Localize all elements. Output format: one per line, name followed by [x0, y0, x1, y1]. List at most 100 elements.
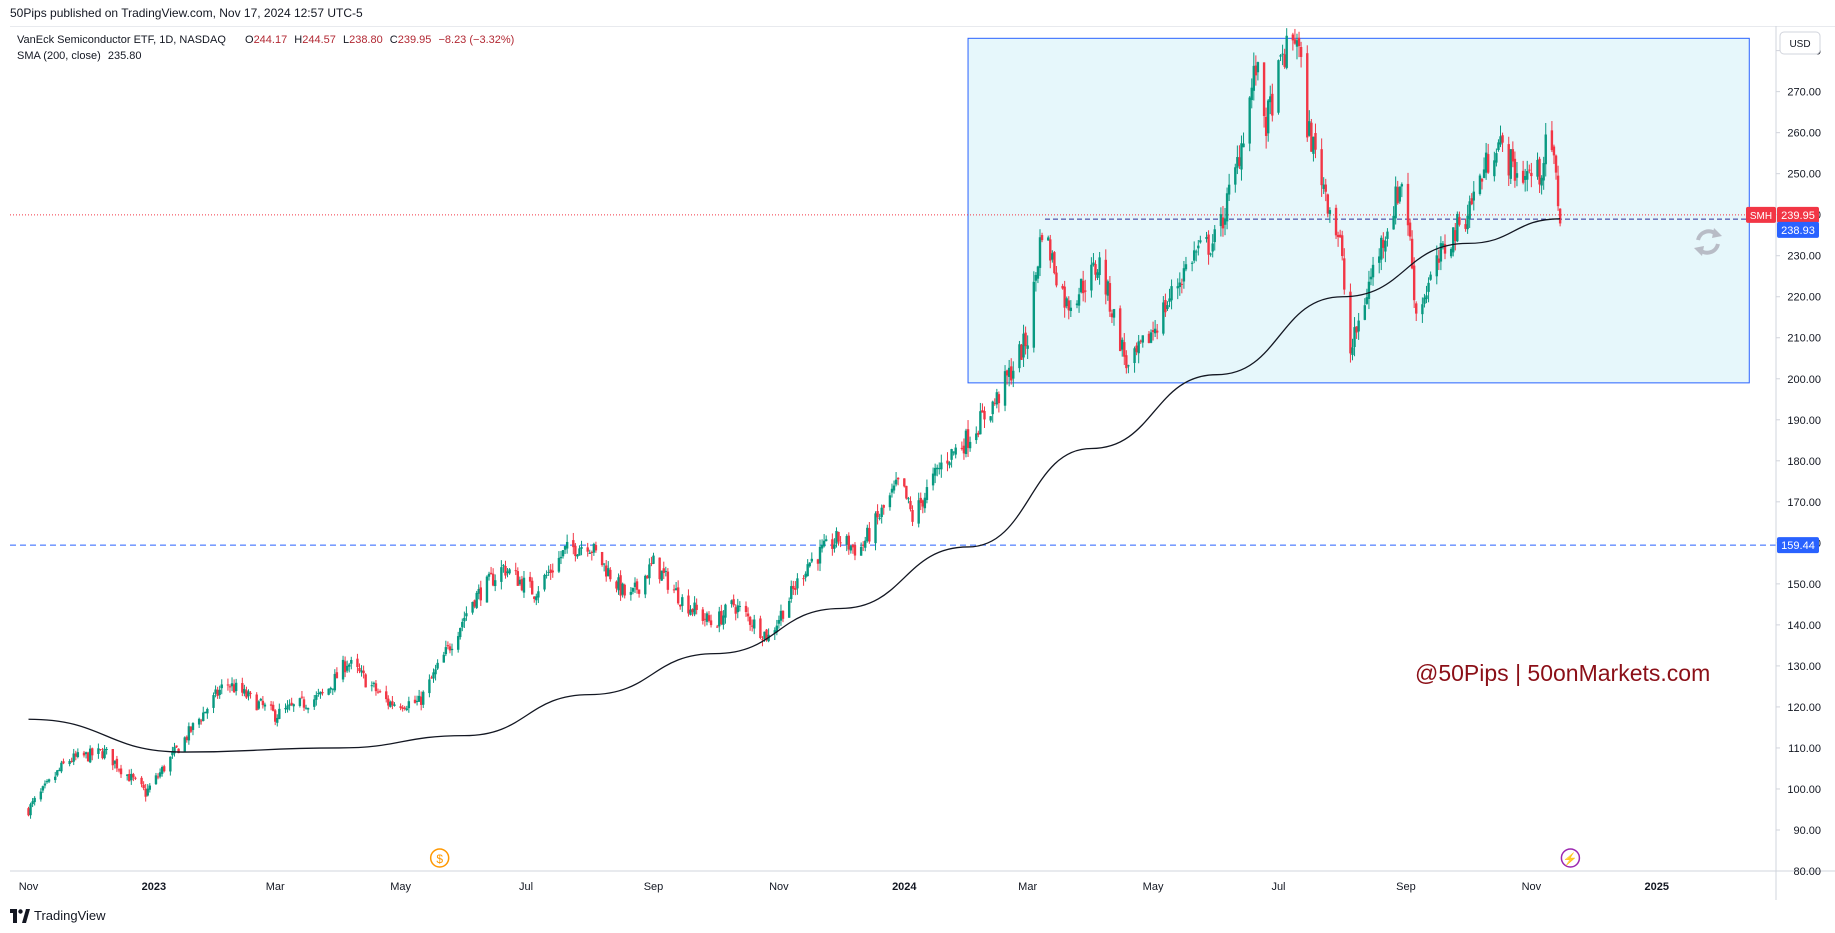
candle-body — [459, 628, 462, 638]
candle-body — [1558, 208, 1562, 224]
candle-body — [72, 753, 75, 762]
candle-body — [948, 462, 951, 466]
candle-body — [1221, 217, 1225, 229]
candles-layer — [27, 28, 1562, 819]
candle-body — [866, 527, 869, 541]
candle-body — [300, 696, 304, 698]
candle-body — [1121, 339, 1124, 350]
candle-body — [701, 609, 705, 621]
candle-body — [493, 580, 497, 587]
candle-body — [276, 717, 279, 723]
candle-body — [117, 769, 121, 771]
candle-body — [84, 752, 88, 755]
candle-body — [1262, 62, 1266, 117]
candle-body — [888, 495, 892, 508]
candle-body — [500, 567, 503, 582]
candle-body — [259, 698, 263, 701]
candle-body — [341, 659, 345, 680]
candle-body — [1507, 144, 1510, 176]
candle-body — [302, 699, 306, 708]
candle-body — [724, 604, 727, 618]
price-chart[interactable]: 280.00270.00260.00250.00240.00230.00220.… — [0, 25, 1835, 900]
candle-body — [1141, 335, 1144, 343]
candle-body — [257, 701, 260, 709]
open-label: O — [245, 34, 254, 46]
candle-body — [477, 588, 480, 594]
candle-body — [808, 562, 811, 567]
candle-body — [140, 777, 143, 785]
chart-container[interactable]: 280.00270.00260.00250.00240.00230.00220.… — [0, 25, 1835, 900]
candle-body — [1378, 256, 1381, 263]
refresh-icon[interactable] — [1694, 228, 1722, 256]
dividend-marker-icon[interactable] — [429, 848, 450, 868]
candle-body — [1190, 262, 1194, 264]
sma-line[interactable] — [28, 218, 1561, 753]
candle-body — [1271, 93, 1274, 116]
candle-body — [430, 677, 433, 679]
candle-body — [1441, 243, 1445, 247]
candle-body — [1452, 227, 1455, 253]
candle-body — [1227, 184, 1231, 195]
candle-body — [261, 700, 265, 706]
candle-body — [1493, 160, 1496, 177]
candle-body — [1207, 234, 1210, 255]
candle-body — [576, 554, 579, 557]
candle-body — [1392, 215, 1395, 230]
candle-body — [1164, 299, 1167, 313]
candle-body — [372, 682, 376, 684]
svg-text:O244.17 H244.57: O244.17 H244.57 L238.80 C239.95 −8.23 (−… — [245, 34, 514, 46]
candle-body — [907, 498, 910, 500]
candle-body — [1012, 370, 1015, 379]
candle-body — [1523, 176, 1527, 180]
candle-body — [1400, 184, 1404, 187]
currency-button[interactable]: USD — [1779, 31, 1821, 55]
candle-body — [1168, 298, 1171, 302]
candle-body — [693, 602, 696, 615]
candle-body — [1051, 253, 1054, 260]
candle-body — [705, 613, 709, 622]
candle-body — [214, 689, 217, 694]
candle-body — [144, 788, 147, 797]
candle-body — [376, 691, 380, 693]
tradingview-mark-icon — [10, 908, 30, 923]
candle-body — [461, 621, 464, 628]
watermark-text: @50Pips | 50onMarkets.com — [1415, 660, 1710, 686]
candle-body — [1540, 177, 1543, 186]
candle-body — [709, 620, 713, 626]
candle-body — [132, 774, 135, 778]
candle-body — [666, 571, 670, 590]
candle-body — [633, 582, 637, 587]
candle-body — [730, 600, 733, 605]
candle-body — [917, 500, 920, 524]
candle-body — [1266, 100, 1270, 134]
currency-label: USD — [1789, 39, 1810, 50]
candle-body — [1077, 294, 1081, 306]
x-tick-label: Sep — [644, 881, 664, 893]
tradingview-logo[interactable]: TradingView — [10, 908, 106, 923]
candle-body — [1552, 146, 1556, 156]
candle-body — [1192, 250, 1196, 261]
candle-body — [1133, 348, 1136, 364]
change-value: −8.23 (−3.32%) — [438, 34, 514, 46]
candle-body — [1394, 186, 1397, 219]
candle-body — [1195, 251, 1198, 253]
candle-body — [753, 619, 756, 629]
symbol-tag-box — [1746, 206, 1776, 223]
candle-body — [212, 695, 215, 708]
candle-body — [1155, 330, 1159, 333]
candle-body — [845, 536, 848, 545]
horizontal-lines-layer — [10, 214, 1776, 546]
candle-body — [292, 704, 295, 707]
candle-body — [1396, 187, 1399, 204]
candle-body — [565, 541, 569, 549]
candle-body — [1118, 308, 1122, 352]
candle-body — [818, 546, 822, 564]
candle-body — [434, 669, 437, 675]
candle-body — [1036, 266, 1040, 279]
candle-body — [220, 684, 223, 689]
split-marker-icon[interactable] — [1560, 848, 1581, 868]
candle-body — [787, 600, 791, 618]
candle-body — [896, 477, 900, 480]
candle-body — [1063, 286, 1066, 308]
candle-body — [600, 551, 604, 566]
